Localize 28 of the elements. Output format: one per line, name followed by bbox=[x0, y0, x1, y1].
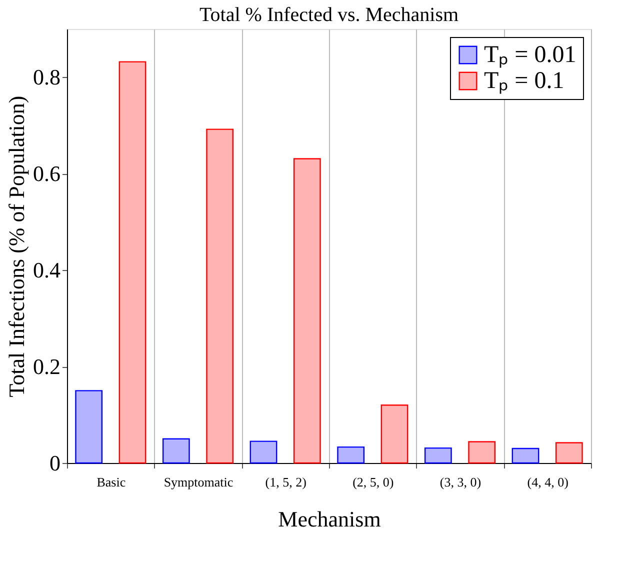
y-tick-label: 0.4 bbox=[33, 258, 60, 283]
legend-label: Tₚ = 0.01 bbox=[484, 42, 576, 68]
x-tick-label: Basic bbox=[96, 474, 126, 490]
x-tick-label: (3, 3, 0) bbox=[440, 474, 482, 490]
y-tick-label: 0.2 bbox=[33, 354, 60, 380]
bar bbox=[555, 442, 583, 464]
x-tick-label: (1, 5, 2) bbox=[265, 474, 306, 490]
bar bbox=[337, 446, 365, 464]
bar bbox=[206, 128, 234, 464]
bar bbox=[162, 438, 190, 464]
bar bbox=[250, 440, 278, 464]
y-tick-label: 0 bbox=[50, 450, 60, 476]
y-tick-label: 0.8 bbox=[33, 64, 60, 90]
x-tick-label: (2, 5, 0) bbox=[352, 474, 394, 490]
bar bbox=[468, 441, 496, 464]
bar bbox=[118, 61, 146, 464]
y-tick-label: 0.6 bbox=[33, 161, 60, 186]
chart-title: Total % Infected vs. Mechanism bbox=[199, 4, 459, 26]
legend-label: Tₚ = 0.1 bbox=[484, 68, 564, 94]
x-tick-label: Symptomatic bbox=[164, 474, 234, 490]
bar bbox=[293, 158, 321, 464]
bar bbox=[512, 448, 540, 464]
x-axis-title: Mechanism bbox=[278, 506, 381, 532]
bar bbox=[380, 404, 408, 464]
bar bbox=[75, 390, 103, 464]
y-axis-title: Total Infections (% of Population) bbox=[4, 96, 29, 398]
x-tick-label: (4, 4, 0) bbox=[527, 474, 568, 490]
bar bbox=[424, 447, 452, 464]
